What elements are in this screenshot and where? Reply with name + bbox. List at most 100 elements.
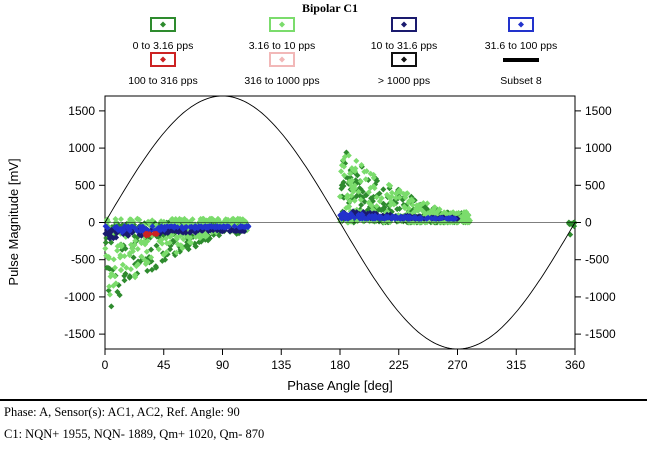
y-tick-label-right--500: -500 bbox=[585, 253, 609, 267]
data-point-292 bbox=[173, 249, 180, 256]
legend-item-3-marker bbox=[401, 21, 407, 28]
data-point-1088 bbox=[424, 200, 431, 207]
data-point-1288 bbox=[347, 180, 354, 186]
x-tick-label-225: 225 bbox=[389, 358, 409, 372]
y-tick-label-left-1000: 1000 bbox=[68, 141, 95, 155]
data-point-431 bbox=[145, 218, 152, 225]
data-point-1516 bbox=[366, 213, 373, 220]
y-tick-label-left--1500: -1500 bbox=[64, 327, 95, 341]
y-tick-label-right--1000: -1000 bbox=[585, 290, 616, 304]
data-point-425 bbox=[134, 246, 141, 252]
data-point-1543 bbox=[566, 220, 573, 227]
data-point-1170 bbox=[338, 168, 345, 175]
data-point-518 bbox=[167, 233, 174, 240]
data-point-1289 bbox=[461, 209, 467, 216]
data-point-750 bbox=[126, 227, 133, 234]
data-point-370 bbox=[106, 291, 113, 298]
data-point-505 bbox=[186, 233, 193, 240]
data-point-1118 bbox=[373, 203, 380, 210]
data-point-1031 bbox=[394, 206, 401, 213]
data-point-268 bbox=[123, 264, 130, 271]
data-point-1056 bbox=[344, 192, 351, 199]
legend-item-6-label: 316 to 1000 pps bbox=[244, 75, 319, 87]
data-point-743 bbox=[178, 223, 185, 230]
data-point-757 bbox=[125, 223, 132, 230]
y-tick-label-left-500: 500 bbox=[75, 178, 95, 192]
data-point-1199 bbox=[409, 197, 416, 204]
data-point-488 bbox=[103, 252, 110, 259]
data-point-1110 bbox=[361, 168, 368, 175]
data-point-1527 bbox=[342, 215, 348, 221]
data-point-1068 bbox=[435, 207, 442, 214]
data-point-1182 bbox=[348, 192, 355, 199]
data-point-1542 bbox=[570, 220, 577, 227]
data-point-320 bbox=[132, 237, 139, 244]
data-point-413 bbox=[143, 248, 150, 255]
data-point-1092 bbox=[402, 205, 408, 212]
data-point-225 bbox=[122, 270, 129, 277]
data-point-1494 bbox=[431, 215, 437, 222]
data-point-399 bbox=[117, 267, 124, 274]
legend-item-1-marker bbox=[160, 21, 166, 28]
data-point-735 bbox=[102, 223, 109, 230]
data-point-451 bbox=[186, 239, 193, 246]
data-point-1528 bbox=[359, 211, 366, 218]
data-point-758 bbox=[157, 227, 164, 233]
y-tick-label-left-1500: 1500 bbox=[68, 104, 95, 118]
data-point-111 bbox=[144, 267, 151, 274]
data-point-744 bbox=[216, 223, 223, 230]
data-point-455 bbox=[189, 216, 196, 223]
y-tick-label-left-0: 0 bbox=[88, 216, 95, 230]
data-point-623 bbox=[230, 227, 237, 234]
data-point-509 bbox=[134, 215, 141, 222]
data-point-1281 bbox=[464, 212, 471, 219]
data-point-459 bbox=[204, 232, 210, 239]
data-point-759 bbox=[131, 225, 138, 232]
data-point-1510 bbox=[437, 215, 444, 222]
data-point-203 bbox=[152, 263, 159, 270]
data-point-718 bbox=[117, 226, 124, 232]
data-point-1189 bbox=[387, 182, 394, 189]
data-point-433 bbox=[119, 261, 126, 268]
data-point-453 bbox=[214, 215, 221, 222]
data-point-1158 bbox=[347, 170, 354, 177]
data-point-1507 bbox=[383, 214, 390, 221]
data-point-1188 bbox=[365, 189, 372, 196]
data-point-331 bbox=[180, 236, 187, 243]
footer-divider bbox=[0, 399, 647, 401]
data-point-480 bbox=[110, 256, 117, 263]
data-point-1051 bbox=[357, 196, 364, 203]
data-point-69 bbox=[148, 246, 155, 253]
data-point-979 bbox=[352, 177, 359, 184]
legend-item-4-label: 31.6 to 100 pps bbox=[485, 40, 557, 52]
y-tick-label-right-1500: 1500 bbox=[585, 104, 612, 118]
data-point-1258 bbox=[411, 209, 417, 216]
x-tick-label-0: 0 bbox=[102, 358, 109, 372]
data-point-704 bbox=[231, 223, 238, 230]
data-point-1272 bbox=[350, 188, 357, 195]
legend: 0 to 3.16 pps 3.16 to 10 pps 10 to 31.6 pp… bbox=[128, 17, 557, 87]
data-point-511 bbox=[106, 283, 113, 290]
data-point-1236 bbox=[387, 202, 394, 209]
data-point-397 bbox=[112, 264, 118, 271]
data-point-1531 bbox=[356, 215, 363, 222]
data-point-365 bbox=[144, 238, 151, 245]
data-points bbox=[102, 149, 578, 310]
data-point-172 bbox=[192, 243, 199, 250]
data-point-745 bbox=[243, 223, 250, 230]
legend-item-5-marker bbox=[160, 56, 166, 63]
data-point-417 bbox=[225, 216, 231, 223]
data-point-1112 bbox=[405, 205, 412, 212]
data-point-1255 bbox=[350, 167, 357, 174]
data-point-401 bbox=[112, 216, 119, 222]
data-point-1093 bbox=[376, 198, 383, 205]
y-tick-label-right-500: 500 bbox=[585, 178, 605, 192]
data-point-893 bbox=[376, 190, 383, 197]
y-tick-label-right--1500: -1500 bbox=[585, 327, 616, 341]
data-point-1108 bbox=[355, 188, 362, 195]
data-point-253 bbox=[149, 266, 155, 273]
data-point-231 bbox=[131, 233, 138, 240]
data-point-1495 bbox=[425, 214, 432, 221]
data-point-1133 bbox=[373, 194, 380, 201]
